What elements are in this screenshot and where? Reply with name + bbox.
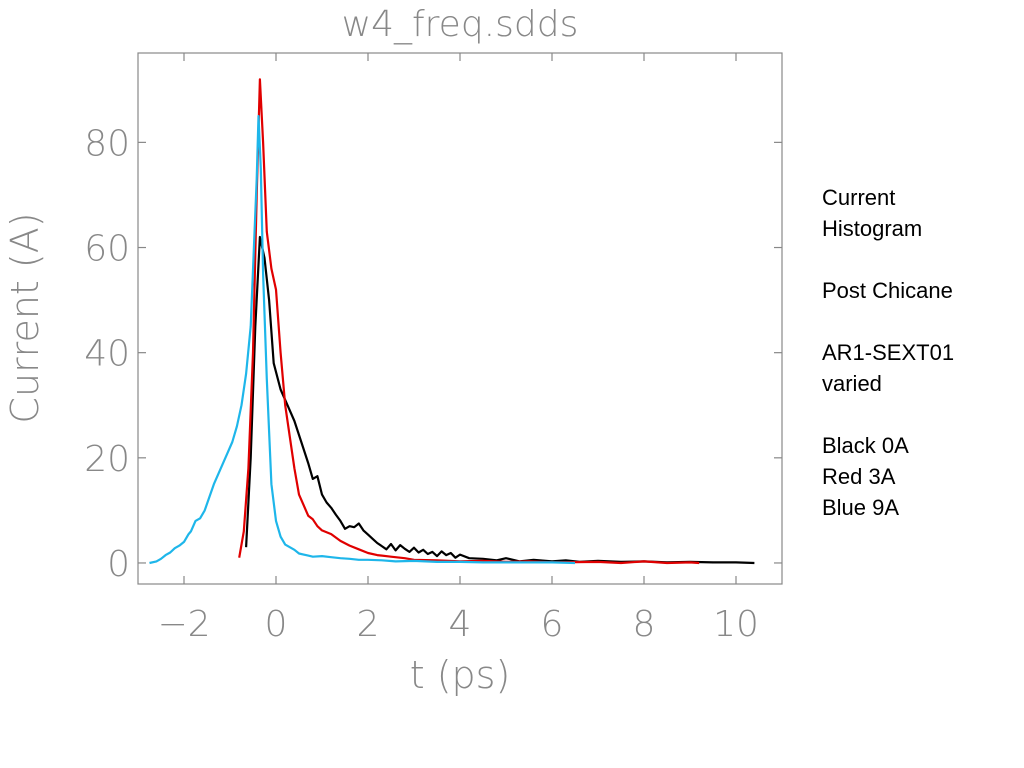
annotation-line: AR1-SEXT01 [822, 340, 955, 365]
annotation-line: varied [822, 371, 882, 396]
x-tick-label: 4 [449, 604, 472, 645]
annotation-spacer [822, 244, 954, 275]
series-line-1 [238, 78, 700, 565]
y-tick-label: 20 [84, 439, 130, 480]
y-tick-label: 60 [84, 229, 130, 270]
x-tick-label: 0 [265, 604, 288, 645]
axis-ticks: −2 0 2 4 6 8 10 0 20 40 60 80 [84, 53, 782, 645]
annotation-line: Black 0A [822, 433, 909, 458]
annotation-line: Red 3A [822, 464, 896, 489]
annotation-line: Blue 9A [822, 495, 900, 520]
x-tick-label: 2 [357, 604, 380, 645]
x-tick-label: 10 [713, 604, 759, 645]
y-axis-label: Current (A) [3, 212, 47, 423]
annotation-line: Post Chicane [822, 278, 953, 303]
y-tick-label: 80 [84, 123, 130, 164]
annotation-block: Current Histogram Post Chicane AR1-SEXT01 va… [822, 182, 954, 523]
annotation-line: Histogram [822, 216, 923, 241]
x-tick-label: −2 [157, 604, 210, 645]
series-line-2 [149, 115, 576, 565]
annotation-spacer [822, 399, 954, 430]
chart-title: w4_freq.sdds [342, 4, 579, 45]
x-tick-label: 6 [541, 604, 564, 645]
series-line-0 [245, 235, 755, 565]
y-tick-label: 40 [84, 334, 130, 375]
x-axis-label: t (ps) [410, 653, 511, 697]
plot-frame [137, 52, 783, 585]
y-tick-label: 0 [107, 544, 130, 585]
annotation-spacer [822, 306, 954, 337]
series-group [149, 78, 755, 565]
x-tick-label: 8 [633, 604, 656, 645]
annotation-line: Current [822, 185, 896, 210]
